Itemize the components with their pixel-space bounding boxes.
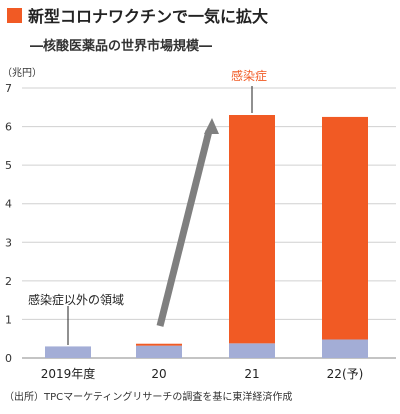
y-axis-ticks: 0 1 2 3 4 5 6 7 bbox=[5, 82, 12, 365]
bar-segment bbox=[45, 346, 91, 358]
y-unit-label: （兆円） bbox=[2, 67, 42, 79]
bar-segment bbox=[136, 343, 182, 346]
bar-segment bbox=[322, 339, 368, 358]
x-tick-label: 2019年度 bbox=[41, 366, 96, 381]
x-tick-label: 20 bbox=[151, 367, 166, 381]
y-tick-label: 2 bbox=[5, 275, 12, 288]
y-tick-label: 1 bbox=[5, 313, 12, 326]
x-tick-label: 21 bbox=[244, 367, 259, 381]
growth-arrow-line bbox=[156, 130, 213, 327]
chart-subtitle: ―核酸医薬品の世界市場規模― bbox=[30, 38, 212, 54]
x-axis-ticks: 2019年度 20 21 22(予) bbox=[41, 366, 364, 381]
source-note: （出所）TPCマーケティングリサーチの調査を基に東洋経済作成 bbox=[4, 390, 292, 403]
bar-segment bbox=[136, 345, 182, 358]
y-tick-label: 7 bbox=[5, 82, 12, 95]
bar-segment bbox=[229, 343, 275, 358]
red-series-label: 感染症 bbox=[231, 68, 267, 83]
y-tick-label: 4 bbox=[5, 198, 12, 211]
bar-segment bbox=[322, 116, 368, 340]
x-tick-label: 22(予) bbox=[327, 367, 364, 381]
bars bbox=[45, 115, 368, 358]
growth-arrow bbox=[156, 118, 219, 327]
y-tick-label: 6 bbox=[5, 121, 12, 134]
growth-arrow-head bbox=[204, 118, 219, 134]
y-tick-label: 5 bbox=[5, 159, 12, 172]
y-tick-label: 0 bbox=[5, 352, 12, 365]
bar-segment bbox=[229, 115, 275, 344]
chart-title: 新型コロナワクチンで一気に拡大 bbox=[28, 7, 268, 26]
y-tick-label: 3 bbox=[5, 236, 12, 249]
title-marker bbox=[7, 8, 22, 23]
grid bbox=[22, 87, 396, 359]
blue-series-label: 感染症以外の領域 bbox=[28, 292, 124, 307]
